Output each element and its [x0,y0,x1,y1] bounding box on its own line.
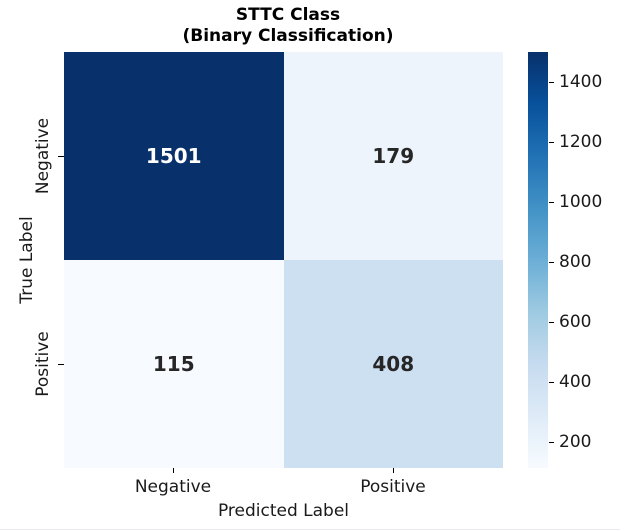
colorbar-ticks: 200 400 600 800 1000 1200 1400 [528,52,620,468]
colorbar-tick-label: 400 [559,372,592,393]
heatmap-cell-false-negative: 115 [64,260,284,468]
window-bottom-edge [0,529,620,530]
colorbar-tick-label: 1200 [559,132,603,153]
colorbar-tick-mark [549,261,554,264]
y-tick-mark-negative [58,156,64,157]
colorbar-tick-label: 1400 [559,72,603,93]
x-tick-mark-positive [393,468,394,473]
chart-title-line2: (Binary Classification) [182,26,394,46]
colorbar-tick-label: 1000 [559,192,603,213]
colorbar-tick-mark [549,81,554,83]
x-tick-label-negative: Negative [134,477,212,497]
chart-title: STTC Class (Binary Classification) [64,5,512,47]
colorbar-tick-label: 200 [559,432,592,453]
x-axis-title: Predicted Label [217,501,350,521]
colorbar-tick-label: 800 [559,252,592,273]
heatmap-cell-true-positive: 408 [283,260,503,468]
heatmap-cell-true-negative: 1501 [64,52,284,260]
colorbar-tick-mark [549,201,554,204]
x-tick-label-positive: Positive [360,477,426,497]
chart-title-line1: STTC Class [235,5,341,25]
colorbar-tick-label: 600 [559,312,592,333]
heatmap-cell-false-positive: 179 [283,52,503,260]
y-tick-mark-positive [58,364,64,365]
colorbar-tick-mark [549,141,554,144]
colorbar-tick-mark [549,441,554,444]
colorbar-tick-mark [549,321,554,324]
colorbar-tick-mark [549,381,554,384]
x-tick-mark-negative [173,468,174,473]
colorbar [528,52,548,468]
heatmap-grid: 1501 179 115 408 [64,52,503,468]
